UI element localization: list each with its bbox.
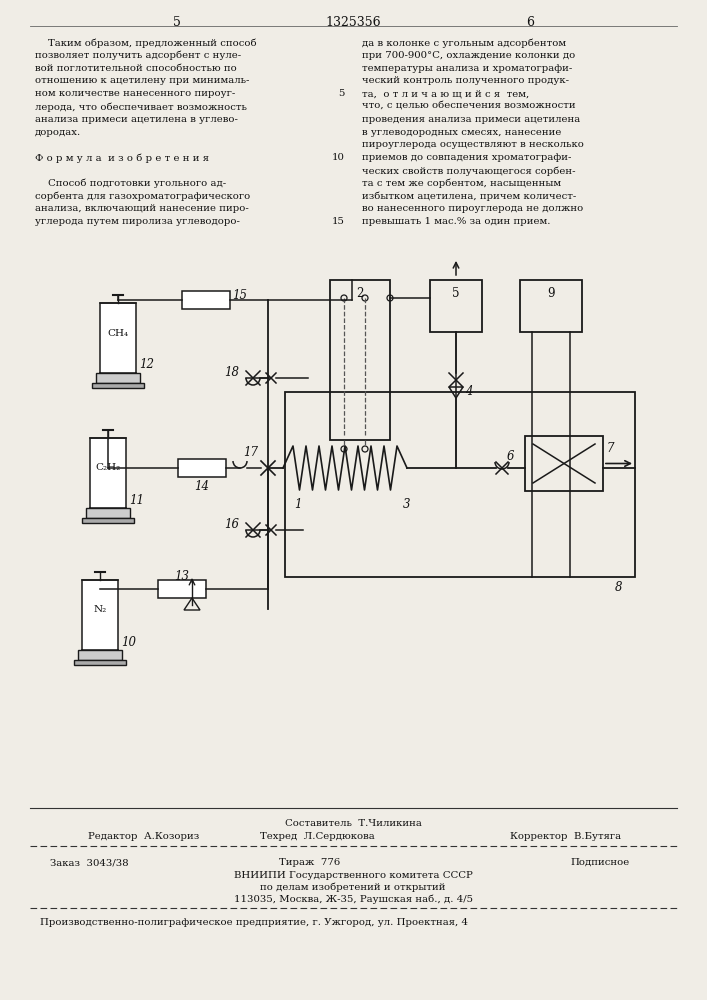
Text: CH₄: CH₄ [107,328,129,338]
Text: ном количестве нанесенного пироуг-: ном количестве нанесенного пироуг- [35,89,235,98]
Text: при 700-900°С, охлаждение колонки до: при 700-900°С, охлаждение колонки до [362,51,575,60]
Text: 15: 15 [332,217,345,226]
Bar [82,518,134,523]
Text: 16: 16 [224,518,239,531]
Text: 6: 6 [526,16,534,29]
Bar [285,392,635,577]
Text: анализа примеси ацетилена в углево-: анализа примеси ацетилена в углево- [35,115,238,124]
Text: 12: 12 [139,359,154,371]
Text: 5: 5 [339,89,345,98]
Text: Заказ  3043/38: Заказ 3043/38 [50,858,129,867]
Text: что, с целью обеспечения возможности: что, с целью обеспечения возможности [362,102,575,111]
Text: 2: 2 [356,287,363,300]
Text: Ф о р м у л а  и з о б р е т е н и я: Ф о р м у л а и з о б р е т е н и я [35,153,209,163]
Bar [78,650,122,660]
Text: Составитель  Т.Чиликина: Составитель Т.Чиликина [284,819,421,828]
Text: 10: 10 [121,636,136,648]
Text: ческих свойств получающегося сорбен-: ческих свойств получающегося сорбен- [362,166,575,176]
Text: углерода путем пиролиза углеводоро-: углерода путем пиролиза углеводоро- [35,217,240,226]
Bar [520,280,582,332]
Text: 8: 8 [615,581,622,594]
Text: сорбента для газохроматографического: сорбента для газохроматографического [35,192,250,201]
Text: 17: 17 [243,446,258,459]
Text: лерода, что обеспечивает возможность: лерода, что обеспечивает возможность [35,102,247,111]
Text: 3: 3 [403,498,411,511]
Bar [525,436,603,491]
Text: ческий контроль полученного продук-: ческий контроль полученного продук- [362,76,569,85]
Text: температуры анализа и хроматографи-: температуры анализа и хроматографи- [362,64,572,73]
Text: анализа, включающий нанесение пиро-: анализа, включающий нанесение пиро- [35,204,249,213]
Text: 18: 18 [224,366,239,379]
Text: 1325356: 1325356 [325,16,381,29]
Text: Корректор  В.Бутяга: Корректор В.Бутяга [510,832,621,841]
Bar [430,280,482,332]
Text: 5: 5 [173,16,181,29]
Text: Производственно-полиграфическое предприятие, г. Ужгород, ул. Проектная, 4: Производственно-полиграфическое предприя… [40,918,468,927]
Text: превышать 1 мас.% за один прием.: превышать 1 мас.% за один прием. [362,217,551,226]
Bar [92,383,144,388]
Text: N₂: N₂ [93,605,107,614]
Text: по делам изобретений и открытий: по делам изобретений и открытий [260,883,445,892]
Text: избытком ацетилена, причем количест-: избытком ацетилена, причем количест- [362,192,576,201]
Text: приемов до совпадения хроматографи-: приемов до совпадения хроматографи- [362,153,571,162]
Text: пироуглерода осуществляют в несколько: пироуглерода осуществляют в несколько [362,140,584,149]
Bar [90,438,126,508]
Text: та с тем же сорбентом, насыщенным: та с тем же сорбентом, насыщенным [362,179,561,188]
Text: Тираж  776: Тираж 776 [279,858,341,867]
Text: 13: 13 [175,570,189,583]
Text: дородах.: дородах. [35,128,81,137]
Text: во нанесенного пироуглерода не должно: во нанесенного пироуглерода не должно [362,204,583,213]
Text: та,  о т л и ч а ю щ и й с я  тем,: та, о т л и ч а ю щ и й с я тем, [362,89,530,98]
Bar [330,280,390,440]
Text: 1: 1 [294,498,302,511]
Text: позволяет получить адсорбент с нуле-: позволяет получить адсорбент с нуле- [35,51,241,60]
Bar [86,508,130,518]
Text: Подписное: Подписное [570,858,629,867]
Text: C₂H₂: C₂H₂ [95,464,121,473]
Text: Редактор  А.Козориз: Редактор А.Козориз [88,832,199,841]
Bar [100,303,136,373]
Text: да в колонке с угольным адсорбентом: да в колонке с угольным адсорбентом [362,38,566,47]
Text: 113035, Москва, Ж-35, Раушская наб., д. 4/5: 113035, Москва, Ж-35, Раушская наб., д. … [233,895,472,904]
Text: вой поглотительной способностью по: вой поглотительной способностью по [35,64,237,73]
Bar [96,373,140,383]
Text: Техред  Л.Сердюкова: Техред Л.Сердюкова [260,832,375,841]
Text: отношению к ацетилену при минималь-: отношению к ацетилену при минималь- [35,76,250,85]
Text: 7: 7 [607,442,614,455]
Text: 6: 6 [507,450,515,463]
Text: Таким образом, предложенный способ: Таким образом, предложенный способ [35,38,257,47]
Text: Способ подготовки угольного ад-: Способ подготовки угольного ад- [35,179,226,188]
Bar [82,580,118,650]
Text: 5: 5 [452,287,460,300]
Bar [74,660,126,665]
Text: 9: 9 [547,287,555,300]
Bar [178,459,226,477]
Text: проведения анализа примеси ацетилена: проведения анализа примеси ацетилена [362,115,580,124]
Text: в углеводородных смесях, нанесение: в углеводородных смесях, нанесение [362,128,561,137]
Text: ВНИИПИ Государственного комитета СССР: ВНИИПИ Государственного комитета СССР [233,871,472,880]
Bar [158,580,206,598]
Text: 11: 11 [129,493,144,506]
Text: 14: 14 [194,480,209,493]
Bar [182,291,230,309]
Text: 4: 4 [465,385,472,398]
Text: 15: 15 [232,289,247,302]
Text: 10: 10 [332,153,345,162]
